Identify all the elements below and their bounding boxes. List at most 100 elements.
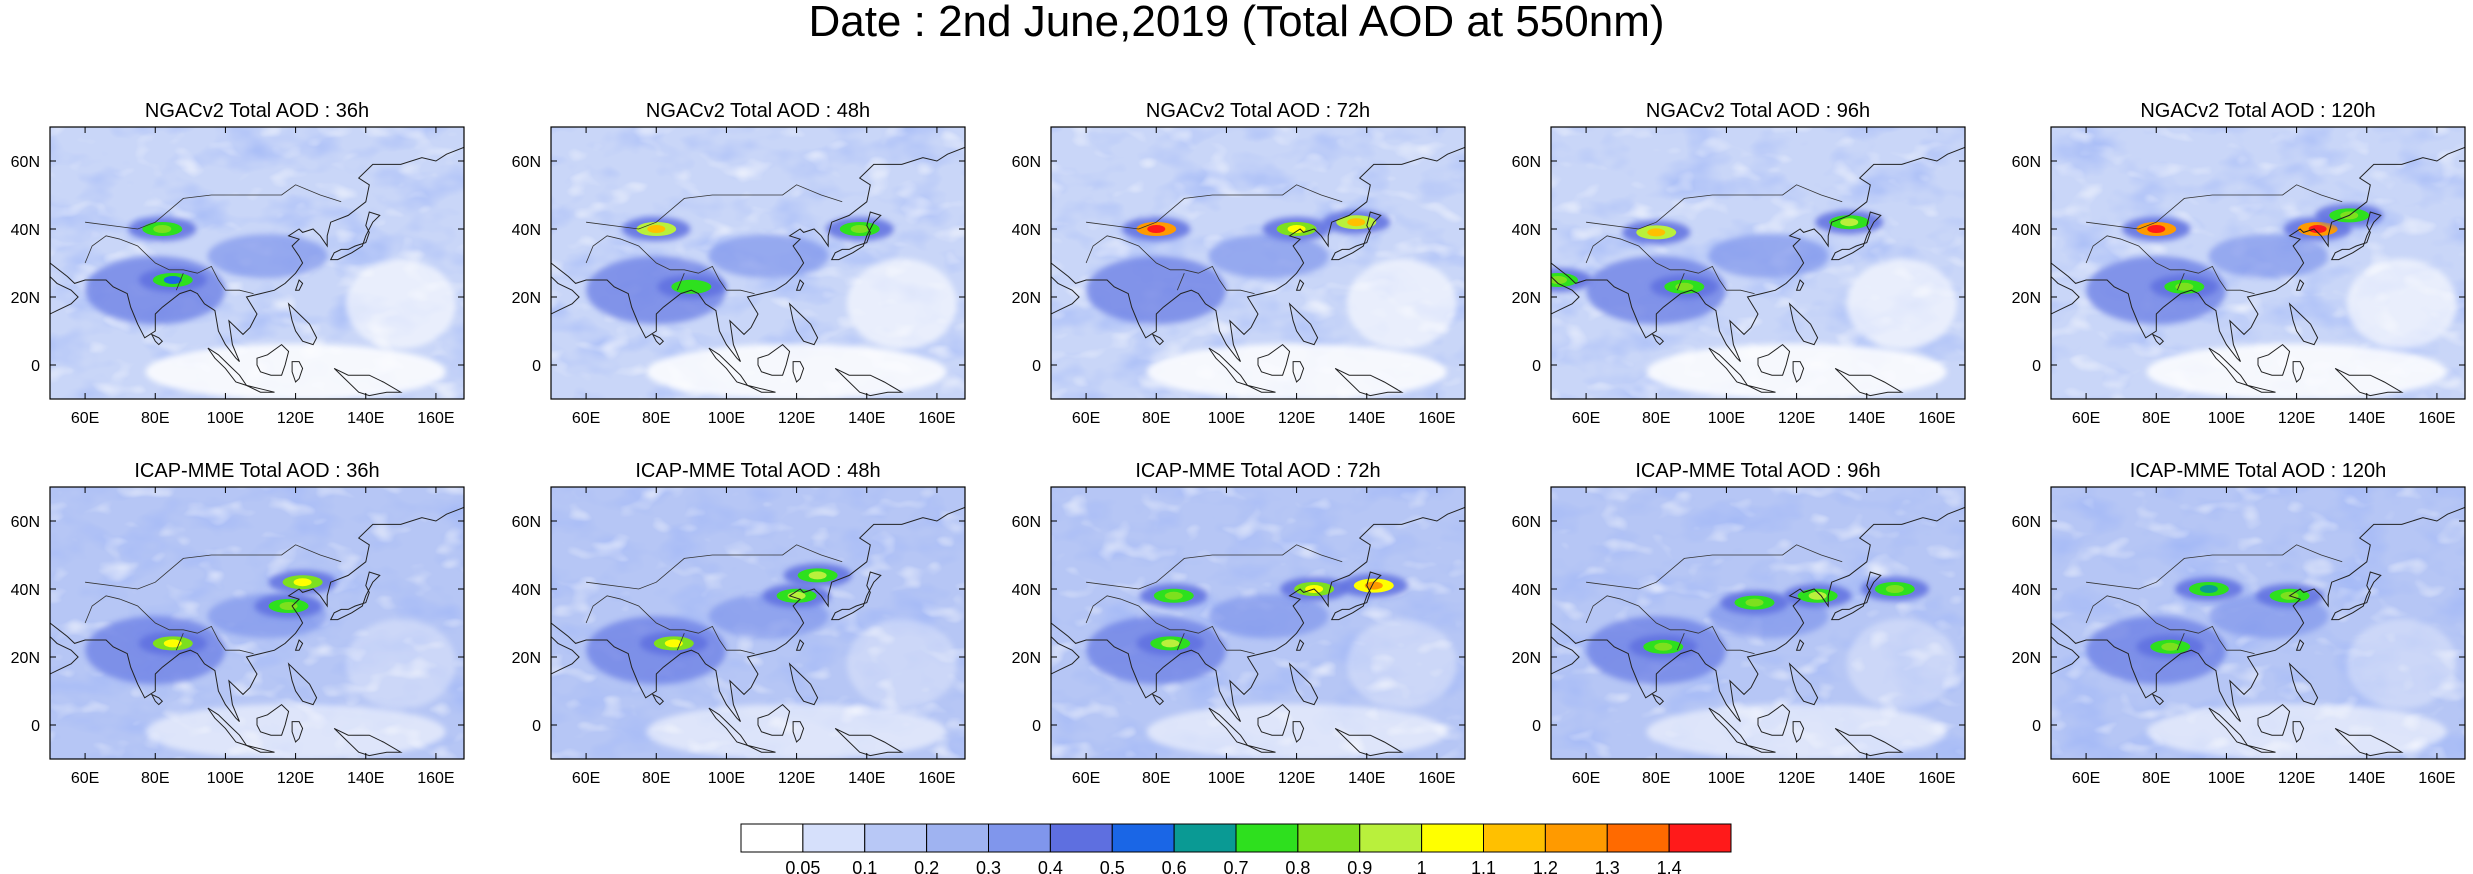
panel-title: NGACv2 Total AOD : 36h	[145, 100, 369, 122]
island-outline	[333, 727, 403, 757]
border-line	[1586, 544, 1843, 590]
aod-hotspot-core	[647, 225, 666, 233]
island-outline	[1330, 571, 1382, 621]
figure-title: Date : 2nd June,2019 (Total AOD at 550nm…	[808, 0, 1665, 46]
island-outline	[1292, 721, 1305, 743]
x-tick-label: 60E	[71, 410, 99, 427]
y-tick-label: 20N	[512, 290, 541, 307]
x-tick-label: 80E	[642, 410, 670, 427]
map-frame	[2050, 486, 2466, 760]
map-frame	[550, 486, 966, 760]
island-outline	[2295, 639, 2305, 651]
y-tick-label: 40N	[1512, 582, 1541, 599]
border-line	[1585, 235, 1622, 264]
y-tick-label: 0	[2032, 358, 2041, 375]
x-tick-label: 160E	[2418, 410, 2455, 427]
colorbar-label: 0.1	[852, 858, 877, 874]
island-outline	[2288, 662, 2319, 706]
island-outline	[2295, 279, 2305, 291]
panel-title: NGACv2 Total AOD : 120h	[2140, 100, 2375, 122]
y-tick-label: 0	[532, 718, 541, 735]
aod-hotspot-core	[163, 276, 182, 284]
coastline	[2051, 506, 2465, 722]
map-panel: NGACv2 Total AOD : 48h 60E 80E 100E 120E 140E…	[512, 100, 966, 427]
island-outline	[1257, 343, 1291, 376]
aod-hotspot-core	[850, 225, 869, 233]
island-outline	[294, 279, 304, 291]
island-outline	[747, 744, 776, 753]
x-tick-label: 160E	[1918, 410, 1955, 427]
y-tick-label: 20N	[11, 650, 40, 667]
x-tick-label: 80E	[2142, 770, 2170, 787]
island-outline	[1292, 361, 1305, 383]
island-outline	[1757, 343, 1791, 376]
y-tick-label: 40N	[512, 222, 541, 239]
island-outline	[792, 361, 805, 383]
x-tick-label: 100E	[1708, 410, 1745, 427]
x-tick-label: 160E	[2418, 770, 2455, 787]
aod-hotspot-core	[1647, 228, 1666, 237]
y-tick-label: 0	[1032, 718, 1041, 735]
x-tick-label: 80E	[141, 770, 169, 787]
island-outline	[287, 302, 318, 346]
coastline	[2051, 263, 2080, 315]
border-line	[1621, 238, 1755, 294]
border-line	[1176, 273, 1185, 291]
x-tick-label: 100E	[207, 770, 244, 787]
colorbar-label: 0.05	[785, 858, 820, 874]
y-tick-label: 20N	[11, 290, 40, 307]
y-tick-label: 60N	[2012, 154, 2041, 171]
island-outline	[795, 639, 805, 651]
aod-hotspot-core	[1364, 581, 1383, 590]
x-tick-label: 120E	[1278, 770, 1315, 787]
y-tick-label: 40N	[1012, 222, 1041, 239]
y-tick-label: 60N	[2012, 514, 2041, 531]
aod-hotspot-core	[163, 639, 182, 648]
border-line	[2121, 598, 2255, 654]
x-tick-label: 120E	[778, 770, 815, 787]
island-outline	[246, 744, 275, 753]
colorbar-swatch	[1668, 823, 1732, 853]
map-frame	[550, 126, 966, 400]
panel-title: ICAP-MME Total AOD : 72h	[1135, 460, 1380, 482]
border-line	[1121, 598, 1255, 654]
aod-hotspot-core	[2175, 282, 2194, 291]
border-line	[586, 544, 843, 590]
x-tick-label: 60E	[572, 770, 600, 787]
x-tick-label: 120E	[778, 410, 815, 427]
border-line	[85, 544, 342, 590]
island-outline	[2330, 211, 2382, 261]
colorbar-label: 0.9	[1347, 858, 1372, 874]
x-tick-label: 80E	[1642, 410, 1670, 427]
y-tick-label: 0	[1532, 358, 1541, 375]
colorbar-label: 1.2	[1533, 858, 1558, 874]
border-line	[85, 184, 342, 230]
border-line	[175, 273, 184, 291]
panel-title: NGACv2 Total AOD : 96h	[1646, 100, 1870, 122]
coastline	[1051, 506, 1465, 722]
island-outline	[1295, 279, 1305, 291]
island-outline	[2247, 744, 2276, 753]
island-outline	[150, 693, 164, 706]
border-line	[676, 633, 685, 651]
x-tick-label: 160E	[918, 410, 955, 427]
island-outline	[294, 639, 304, 651]
island-outline	[1651, 333, 1665, 346]
y-tick-label: 60N	[512, 154, 541, 171]
island-outline	[1830, 211, 1882, 261]
border-line	[2085, 595, 2122, 624]
border-line	[2121, 238, 2255, 294]
island-outline	[747, 384, 776, 393]
x-tick-label: 80E	[1142, 410, 1170, 427]
coastline	[1551, 146, 1965, 362]
x-tick-label: 80E	[642, 770, 670, 787]
border-line	[1085, 595, 1122, 624]
island-outline	[1334, 727, 1404, 757]
island-outline	[1792, 361, 1805, 383]
island-outline	[1830, 571, 1882, 621]
x-tick-label: 100E	[2208, 770, 2245, 787]
x-tick-label: 140E	[848, 410, 885, 427]
coastline	[1051, 623, 1080, 675]
x-tick-label: 140E	[1848, 770, 1885, 787]
map-frame	[1550, 486, 1966, 760]
